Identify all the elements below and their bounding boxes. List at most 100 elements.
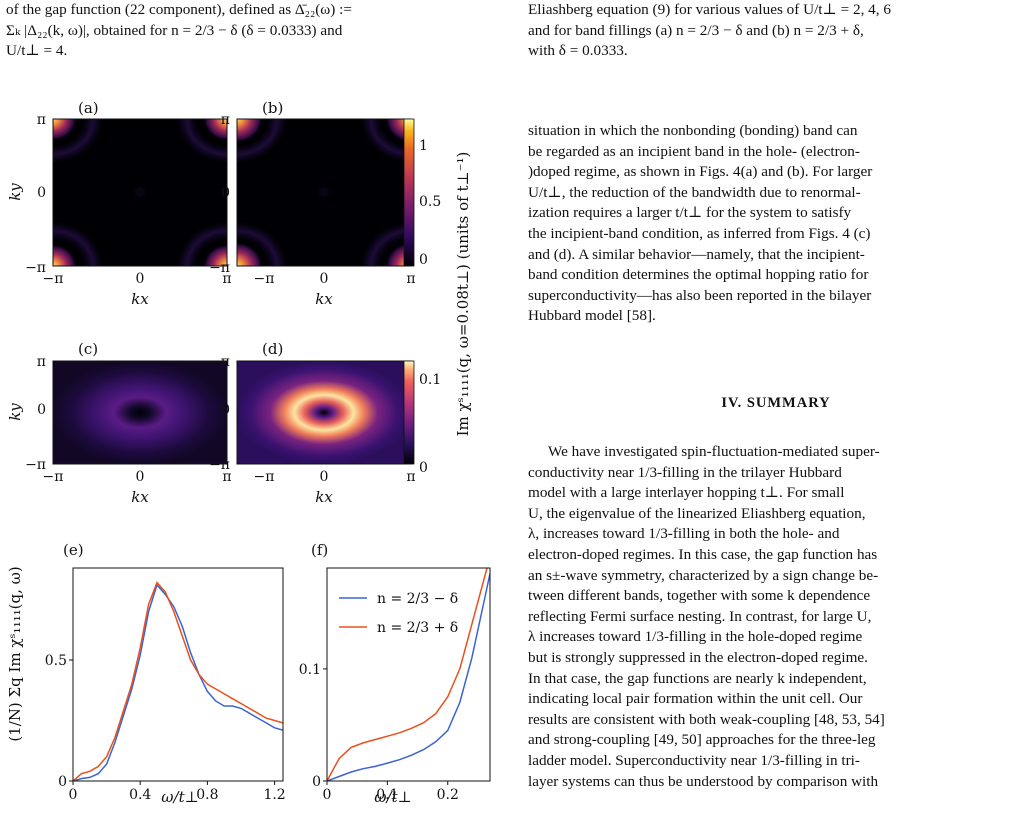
tick-label: π xyxy=(406,469,415,485)
colorbar-label: Im χˢ₁₁₁₁(q, ω=0.08t⊥) (units of t⊥⁻¹) xyxy=(454,152,472,437)
body-line: and (d). A similar behavior—namely, that… xyxy=(528,245,865,263)
x-axis-label: ω/t⊥ xyxy=(374,788,411,806)
body-line: )doped regime, as shown in Figs. 4(a) an… xyxy=(528,163,873,181)
colorbar-top: 1 0.5 0 xyxy=(403,118,441,268)
tick-label: π xyxy=(221,112,230,128)
tick-label: 0 xyxy=(136,469,145,485)
tick-label: π xyxy=(37,112,46,128)
y-axis-label: ky xyxy=(6,183,24,201)
colorbar-tick: 1 xyxy=(419,138,428,154)
colorbar-tick: 0.5 xyxy=(419,194,441,210)
tick-label: 0 xyxy=(320,271,329,287)
caption-line: Σₖ |Δ₂₂(k, ω)|, obtained for n = 2/3 − δ… xyxy=(6,21,343,39)
y-tick-label: 0 xyxy=(312,774,321,790)
tick-label: −π xyxy=(25,260,46,276)
plot-frame xyxy=(72,567,284,782)
tick-label: π xyxy=(406,271,415,287)
caption-line: of the gap function (22 component), defi… xyxy=(6,1,352,18)
tick-label: −π xyxy=(254,469,275,485)
body-line: superconductivity—has also been reported… xyxy=(528,286,872,304)
y-axis-label: (1/N) Σq Im χˢ₁₁₁₁(q, ω) xyxy=(6,566,24,741)
caption-line: U/t⊥ = 4. xyxy=(6,42,68,60)
tick-label: 0 xyxy=(37,402,46,418)
tick-label: 0 xyxy=(136,271,145,287)
x-axis-label: kx xyxy=(131,290,149,308)
tick-label: −π xyxy=(254,271,275,287)
x-tick-label: 0 xyxy=(323,787,332,803)
series-line-0 xyxy=(327,573,490,781)
left-caption-fragment: of the gap function (22 component), defi… xyxy=(6,0,472,62)
panel-label-c: (c) xyxy=(78,340,98,358)
summary-line: conductivity near 1/3-filling in the tri… xyxy=(528,463,842,481)
colorbar-bottom: 0.1 0 xyxy=(403,360,441,476)
panel-label-b: (b) xyxy=(262,99,283,117)
body-line: Hubbard model [58]. xyxy=(528,307,656,325)
x-axis-label: ω/t⊥ xyxy=(161,788,198,806)
plot-frame xyxy=(326,567,491,782)
colorbar-tick: 0 xyxy=(419,460,428,476)
line-chart-e: 0 0.4 0.8 1.2 0 0.5 xyxy=(45,567,286,803)
series-line-0 xyxy=(73,583,283,781)
x-tick-label: 0.2 xyxy=(437,787,459,803)
summary-line: λ increases toward 1/3-filling in the ho… xyxy=(528,628,863,646)
heatmap-axes: π 0 −π π 0 −π π 0 −π π 0 −π −π 0 π −π 0 … xyxy=(6,112,416,506)
y-tick-label: 0.5 xyxy=(45,653,67,669)
summary-line: We have investigated spin-fluctuation-me… xyxy=(548,443,880,460)
heatmap-b xyxy=(237,119,411,266)
tick-label: −π xyxy=(25,457,46,473)
tick-label: 0 xyxy=(37,185,46,201)
summary-paragraph: We have investigated spin-fluctuation-me… xyxy=(528,442,1024,792)
summary-line: results are consistent with both weak-co… xyxy=(528,710,885,728)
body-line: band condition determines the optimal ho… xyxy=(528,266,869,284)
x-tick-label: 0.8 xyxy=(196,787,218,803)
legend-label: n = 2/3 + δ xyxy=(377,620,458,636)
series-line-1 xyxy=(73,581,283,781)
body-line: situation in which the nonbonding (bondi… xyxy=(528,122,858,139)
summary-line: indicating local pair formation within t… xyxy=(528,690,863,708)
tick-label: π xyxy=(221,354,230,370)
section-heading: IV. SUMMARY xyxy=(721,395,831,411)
y-tick-label: 0 xyxy=(58,774,67,790)
legend-label: n = 2/3 − δ xyxy=(377,591,458,607)
panel-label-f: (f) xyxy=(311,541,328,559)
summary-line: layer systems can thus be understood by … xyxy=(528,772,879,790)
line-chart-f: 0 0.1 0.2 0 0.1 n = 2/3 − δ n = 2/3 + δ xyxy=(299,567,491,803)
x-tick-label: 0 xyxy=(69,787,78,803)
tick-label: 0 xyxy=(221,185,230,201)
heatmap-a xyxy=(53,119,227,266)
y-axis-label: ky xyxy=(6,403,24,421)
tick-label: −π xyxy=(209,457,230,473)
tick-label: −π xyxy=(43,271,64,287)
series-line-1 xyxy=(327,568,488,781)
summary-line: λ, increases toward 1/3-filling in both … xyxy=(528,525,840,543)
colorbar-tick: 0.1 xyxy=(419,372,441,388)
figure: (a) (b) (c) (d) (e) (f) xyxy=(6,99,491,806)
body-line: be regarded as an incipient band in the … xyxy=(528,142,860,160)
panel-label-e: (e) xyxy=(63,541,84,559)
x-axis-label: kx xyxy=(131,488,149,506)
panel-label-d: (d) xyxy=(262,340,283,358)
colorbar-tick: 0 xyxy=(419,252,428,268)
tick-label: π xyxy=(37,354,46,370)
tick-label: −π xyxy=(209,260,230,276)
summary-line: model with a large interlayer hopping t⊥… xyxy=(528,484,845,502)
tick-label: 0 xyxy=(221,402,230,418)
caption-line: and for band fillings (a) n = 2/3 − δ an… xyxy=(528,21,864,39)
summary-line: reflecting Fermi surface nesting. In con… xyxy=(528,607,872,625)
x-tick-label: 1.2 xyxy=(263,787,285,803)
body-line: the incipient-band condition, as inferre… xyxy=(528,224,871,242)
y-tick-label: 0.1 xyxy=(299,662,321,678)
summary-line: electron-doped regimes. In this case, th… xyxy=(528,545,878,563)
body-line: U/t⊥, the reduction of the bandwidth due… xyxy=(528,183,861,201)
summary-line: an s±-wave symmetry, characterized by a … xyxy=(528,566,879,584)
summary-line: and strong-coupling [49, 50] approaches … xyxy=(528,731,876,749)
x-tick-label: 0.4 xyxy=(129,787,151,803)
heatmap-c xyxy=(53,361,227,464)
caption-line: with δ = 0.0333. xyxy=(528,42,628,60)
tick-label: π xyxy=(222,469,231,485)
x-tick-label: 0.1 xyxy=(376,787,398,803)
summary-line: but is strongly suppressed in the electr… xyxy=(528,648,868,666)
summary-line: ladder model. Superconductivity near 1/3… xyxy=(528,751,860,769)
x-axis-label: kx xyxy=(315,488,333,506)
caption-line: Eliashberg equation (9) for various valu… xyxy=(528,1,891,18)
